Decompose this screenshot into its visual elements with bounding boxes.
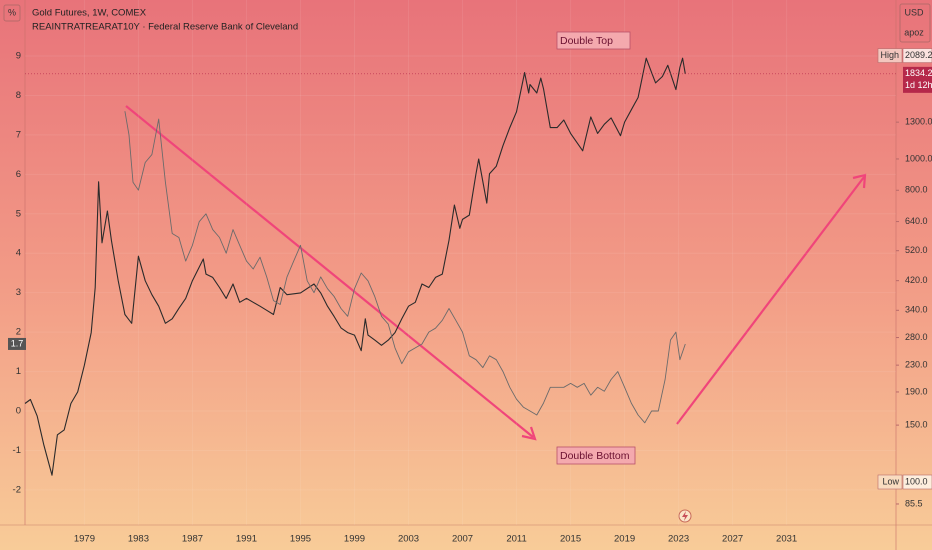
high-tag — [877, 48, 903, 63]
y-tick-label: 1 — [16, 366, 21, 377]
y2-tick-label: 340.0 — [905, 305, 928, 315]
last-price-box — [903, 66, 932, 93]
y2-tick-label: 280.0 — [905, 332, 928, 342]
countdown: 1d 12h — [905, 80, 932, 90]
x-tick-label: 2003 — [398, 534, 419, 545]
high-value: 2089.2 — [905, 50, 932, 60]
x-tick-label: 2027 — [722, 534, 743, 545]
low-label: Low — [882, 476, 899, 486]
up-arrowhead — [852, 173, 867, 189]
y-tick-label: -2 — [13, 484, 21, 495]
y2-tick-label: 85.5 — [905, 498, 923, 508]
low-value-box — [902, 474, 932, 490]
y2-tick-label: 230.0 — [905, 360, 928, 370]
high-label: High — [880, 50, 899, 60]
y2-tick-label: 800.0 — [905, 185, 928, 195]
y2-tick-label: 150.0 — [905, 419, 928, 429]
y2-tick-label: 1000.0 — [905, 153, 932, 163]
y-tick-label: 6 — [16, 169, 21, 180]
y-tick-label: 2 — [16, 327, 21, 338]
currency: USD — [904, 7, 924, 17]
y-tick-label: 5 — [16, 208, 21, 219]
x-tick-label: 2023 — [668, 534, 689, 545]
series-line — [24, 57, 686, 476]
annotation-box — [556, 446, 636, 465]
y-tick-label: 9 — [16, 51, 21, 62]
scale-mode: apoz — [904, 27, 924, 37]
symbol-title: Gold Futures, 1W, COMEX — [32, 8, 147, 19]
x-tick-label: 1979 — [74, 534, 95, 545]
left-unit: % — [8, 7, 16, 17]
y-tick-label: 7 — [16, 129, 21, 140]
annotation-text: Double Top — [560, 35, 613, 47]
high-value-box — [902, 48, 932, 63]
arrows — [125, 105, 867, 441]
x-tick-label: 1991 — [236, 534, 257, 545]
overlay-title: REAINTRATREARAT10Y · Federal Reserve Ban… — [32, 22, 298, 33]
x-tick-label: 2015 — [560, 534, 581, 545]
x-tick-label: 1987 — [182, 534, 203, 545]
x-tick-label: 2019 — [614, 534, 635, 545]
rate-last: 1.7 — [11, 338, 24, 348]
annotation-text: Double Bottom — [560, 450, 630, 462]
y-tick-label: 8 — [16, 90, 21, 101]
y2-tick-label: 1300.0 — [905, 117, 932, 127]
x-tick-label: 2011 — [506, 534, 526, 545]
down-arrowhead — [521, 426, 537, 441]
rate-last-box — [8, 337, 26, 350]
last-price: 1834.2 — [905, 68, 932, 78]
x-tick-label: 2031 — [776, 534, 797, 545]
x-tick-label: 1999 — [344, 534, 365, 545]
low-tag — [877, 474, 903, 490]
down-arrow — [125, 105, 534, 438]
x-tick-label: 1983 — [128, 534, 149, 545]
low-value: 100.0 — [905, 476, 928, 486]
currency-box — [899, 3, 931, 43]
x-tick-label: 1995 — [290, 534, 311, 545]
y-tick-label: -1 — [13, 445, 21, 456]
y2-tick-label: 520.0 — [905, 245, 928, 255]
up-arrow — [676, 176, 865, 425]
unit-box — [3, 4, 21, 22]
y2-tick-label: 190.0 — [905, 386, 928, 396]
annotation-box — [556, 31, 631, 50]
y-tick-label: 3 — [16, 287, 21, 298]
y-tick-label: 4 — [16, 248, 21, 259]
x-tick-label: 2007 — [452, 534, 473, 545]
y2-tick-label: 420.0 — [905, 275, 928, 285]
lightning — [678, 509, 692, 523]
y2-tick-label: 640.0 — [905, 216, 928, 226]
series-line — [124, 111, 686, 424]
y-tick-label: 0 — [16, 406, 21, 417]
